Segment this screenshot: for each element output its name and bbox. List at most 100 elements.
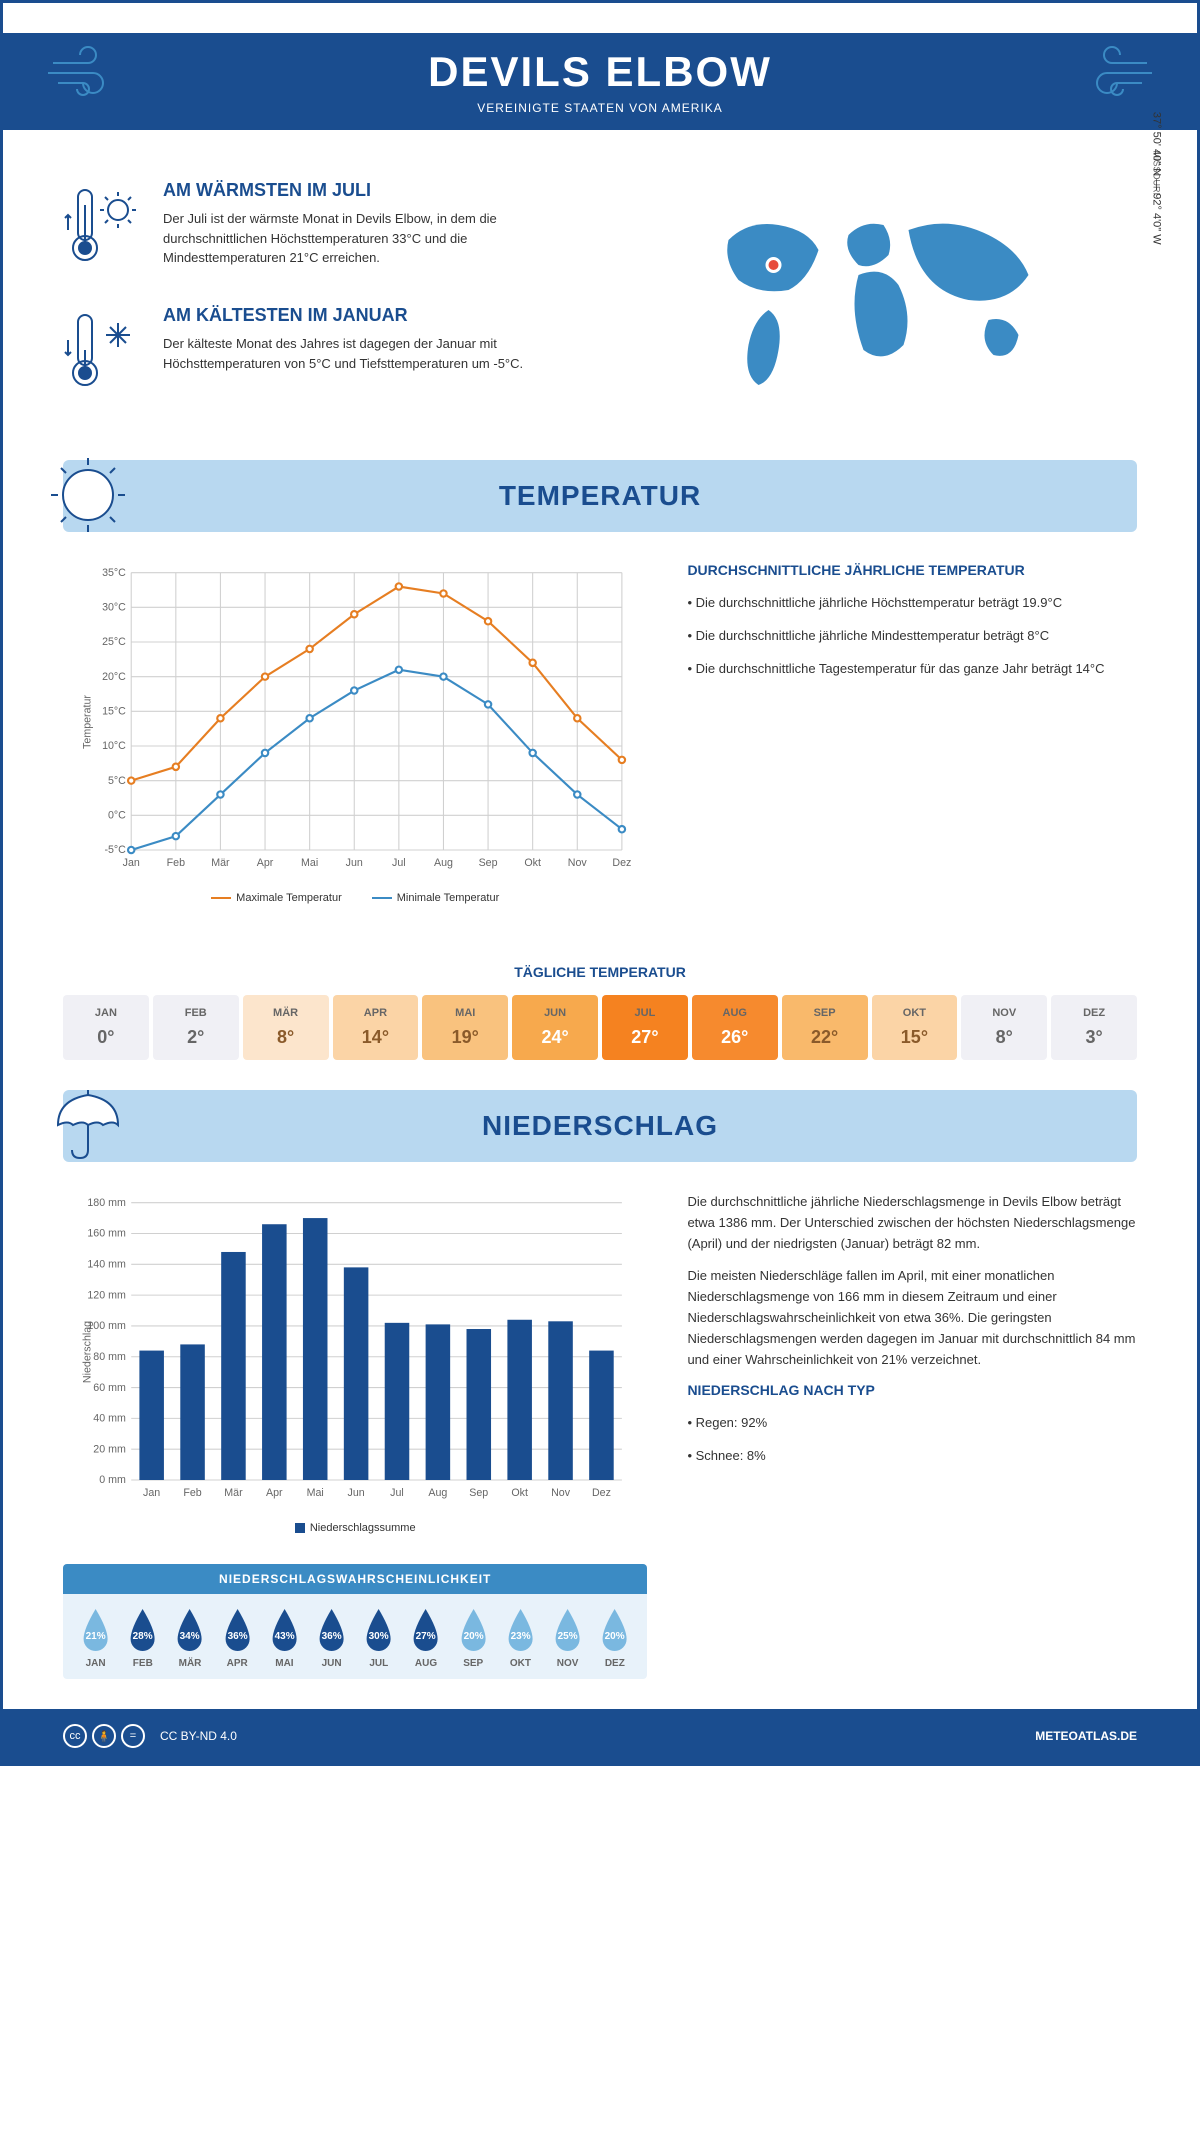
- temp-legend: Maximale TemperaturMinimale Temperatur: [63, 882, 647, 914]
- svg-text:Sep: Sep: [479, 857, 498, 869]
- precip-prob-title: NIEDERSCHLAGSWAHRSCHEINLICHKEIT: [63, 1564, 647, 1594]
- svg-text:Jun: Jun: [346, 857, 363, 869]
- svg-text:Apr: Apr: [266, 1487, 283, 1499]
- svg-text:Mär: Mär: [224, 1487, 243, 1499]
- thermometer-cold-icon: [63, 305, 143, 400]
- svg-text:Niederschlag: Niederschlag: [82, 1321, 94, 1383]
- footer: cc 🧍 = CC BY-ND 4.0 METEOATLAS.DE: [3, 1709, 1197, 1763]
- precipitation-bar-chart: 0 mm20 mm40 mm60 mm80 mm100 mm120 mm140 …: [63, 1192, 647, 1512]
- svg-text:Mai: Mai: [307, 1487, 324, 1499]
- svg-text:27%: 27%: [416, 1631, 436, 1642]
- svg-text:Nov: Nov: [568, 857, 588, 869]
- temp-title: TEMPERATUR: [63, 480, 1137, 512]
- precip-prob-grid: 21%JAN28%FEB34%MÄR36%APR43%MAI36%JUN30%J…: [63, 1594, 647, 1679]
- svg-text:Dez: Dez: [612, 857, 631, 869]
- svg-text:21%: 21%: [86, 1631, 106, 1642]
- temp-cell: JAN0°: [63, 995, 149, 1060]
- bullet: • Die durchschnittliche jährliche Höchst…: [687, 593, 1137, 614]
- temp-cell: AUG26°: [692, 995, 778, 1060]
- svg-text:0°C: 0°C: [108, 810, 126, 822]
- prob-cell: 23%OKT: [498, 1604, 543, 1669]
- svg-text:35°C: 35°C: [102, 567, 126, 579]
- nd-icon: =: [121, 1724, 145, 1748]
- temperature-line-chart: -5°C0°C5°C10°C15°C20°C25°C30°C35°CJanFeb…: [63, 562, 647, 882]
- svg-text:Dez: Dez: [592, 1487, 611, 1499]
- svg-text:Feb: Feb: [167, 857, 185, 869]
- cc-icon: cc: [63, 1724, 87, 1748]
- temp-cell: MAI19°: [422, 995, 508, 1060]
- svg-text:25°C: 25°C: [102, 636, 126, 648]
- prob-cell: 28%FEB: [120, 1604, 165, 1669]
- svg-text:Apr: Apr: [257, 857, 274, 869]
- coords: 37° 50' 40" N — 92° 4'0" W: [1151, 112, 1163, 245]
- svg-text:80 mm: 80 mm: [93, 1351, 126, 1363]
- bullet: • Regen: 92%: [687, 1413, 1137, 1434]
- cc-license: cc 🧍 = CC BY-ND 4.0: [63, 1724, 237, 1748]
- svg-text:30°C: 30°C: [102, 602, 126, 614]
- svg-text:Jan: Jan: [123, 857, 140, 869]
- bullet: • Die durchschnittliche jährliche Mindes…: [687, 626, 1137, 647]
- svg-text:Sep: Sep: [469, 1487, 488, 1499]
- svg-text:30%: 30%: [369, 1631, 389, 1642]
- svg-text:34%: 34%: [180, 1631, 200, 1642]
- svg-text:Jul: Jul: [392, 857, 406, 869]
- svg-text:0 mm: 0 mm: [99, 1474, 126, 1486]
- temp-cell: MÄR8°: [243, 995, 329, 1060]
- warmest-text: Der Juli ist der wärmste Monat in Devils…: [163, 209, 580, 268]
- prob-cell: 25%NOV: [545, 1604, 590, 1669]
- temp-bullets: • Die durchschnittliche jährliche Höchst…: [687, 593, 1137, 679]
- svg-text:Temperatur: Temperatur: [82, 695, 94, 749]
- prob-cell: 20%SEP: [451, 1604, 496, 1669]
- warmest-row: AM WÄRMSTEN IM JULI Der Juli ist der wär…: [63, 180, 580, 275]
- prob-cell: 27%AUG: [403, 1604, 448, 1669]
- prob-cell: 36%APR: [215, 1604, 260, 1669]
- license-text: CC BY-ND 4.0: [160, 1729, 237, 1743]
- svg-text:Aug: Aug: [428, 1487, 447, 1499]
- svg-text:20 mm: 20 mm: [93, 1443, 126, 1455]
- svg-text:20°C: 20°C: [102, 671, 126, 683]
- svg-text:28%: 28%: [133, 1631, 153, 1642]
- precip-legend: Niederschlagssumme: [63, 1512, 647, 1544]
- page-title: DEVILS ELBOW: [3, 48, 1197, 96]
- svg-text:140 mm: 140 mm: [87, 1258, 126, 1270]
- header: DEVILS ELBOW VEREINIGTE STAATEN VON AMER…: [3, 3, 1197, 150]
- warmest-title: AM WÄRMSTEN IM JULI: [163, 180, 580, 201]
- bullet: • Die durchschnittliche Tagestemperatur …: [687, 659, 1137, 680]
- prob-cell: 34%MÄR: [167, 1604, 212, 1669]
- svg-text:Mär: Mär: [211, 857, 230, 869]
- prob-cell: 30%JUL: [356, 1604, 401, 1669]
- svg-text:120 mm: 120 mm: [87, 1289, 126, 1301]
- bullet: • Schnee: 8%: [687, 1446, 1137, 1467]
- svg-text:Mai: Mai: [301, 857, 318, 869]
- sun-icon: [43, 450, 133, 540]
- svg-text:Okt: Okt: [524, 857, 541, 869]
- svg-text:180 mm: 180 mm: [87, 1197, 126, 1209]
- svg-text:5°C: 5°C: [108, 775, 126, 787]
- svg-text:Feb: Feb: [183, 1487, 201, 1499]
- prob-cell: 20%DEZ: [592, 1604, 637, 1669]
- site-name: METEOATLAS.DE: [1035, 1729, 1137, 1743]
- coldest-row: AM KÄLTESTEN IM JANUAR Der kälteste Mona…: [63, 305, 580, 400]
- temp-cell: JUL27°: [602, 995, 688, 1060]
- precip-title: NIEDERSCHLAG: [63, 1110, 1137, 1142]
- temp-section-header: TEMPERATUR: [63, 460, 1137, 532]
- svg-text:Okt: Okt: [511, 1487, 528, 1499]
- prob-cell: 36%JUN: [309, 1604, 354, 1669]
- svg-text:25%: 25%: [558, 1631, 578, 1642]
- temp-cell: APR14°: [333, 995, 419, 1060]
- coldest-text: Der kälteste Monat des Jahres ist dagege…: [163, 334, 580, 373]
- svg-text:Jun: Jun: [348, 1487, 365, 1499]
- precip-legend-label: Niederschlagssumme: [310, 1522, 416, 1534]
- thermometer-hot-icon: [63, 180, 143, 275]
- precip-text-2: Die meisten Niederschläge fallen im Apri…: [687, 1266, 1137, 1370]
- prob-cell: 21%JAN: [73, 1604, 118, 1669]
- precip-type-bullets: • Regen: 92% • Schnee: 8%: [687, 1413, 1137, 1467]
- svg-text:160 mm: 160 mm: [87, 1228, 126, 1240]
- temp-cell: DEZ3°: [1051, 995, 1137, 1060]
- svg-text:Nov: Nov: [551, 1487, 571, 1499]
- temp-cell: OKT15°: [872, 995, 958, 1060]
- wind-icon: [1077, 43, 1157, 108]
- svg-text:43%: 43%: [274, 1631, 294, 1642]
- svg-text:10°C: 10°C: [102, 740, 126, 752]
- subtitle: VEREINIGTE STAATEN VON AMERIKA: [3, 101, 1197, 115]
